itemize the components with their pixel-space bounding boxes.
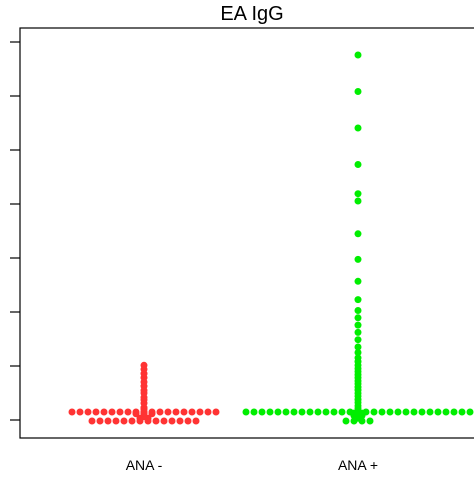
dot-baseline-0-9 [140,408,148,416]
dot-baseline-2-12 [338,408,346,416]
dot-baseline-3-0 [342,417,350,425]
dot-baseline-3-1 [350,417,358,425]
dot-baseline-0-2 [84,408,92,416]
dot-baseline-0-0 [68,408,76,416]
dot-baseline-2-0 [242,408,250,416]
dot-baseline-1-5 [128,417,136,425]
dot-ana-pos-28-0 [354,296,362,304]
dot-baseline-0-10 [148,408,156,416]
dot-baseline-2-7 [298,408,306,416]
dot-baseline-3-3 [366,417,374,425]
dot-baseline-2-6 [290,408,298,416]
dot-ana-pos-21-0 [354,349,362,356]
dot-baseline-2-27 [458,408,466,416]
dot-baseline-2-23 [426,408,434,416]
dot-baseline-2-28 [466,408,474,416]
dot-baseline-0-6 [116,408,124,416]
dot-baseline-2-2 [258,408,266,416]
dot-baseline-2-10 [322,408,330,416]
dot-baseline-1-6 [136,417,144,425]
dot-baseline-1-10 [168,417,176,425]
dot-baseline-0-14 [180,408,188,416]
dot-baseline-1-9 [160,417,168,425]
dot-baseline-2-9 [314,408,322,416]
dot-baseline-1-8 [152,417,160,425]
dot-ana-pos-23-0 [354,336,362,344]
dot-baseline-2-3 [266,408,274,416]
data-points [68,51,474,425]
dot-baseline-2-22 [418,408,426,416]
dot-baseline-1-0 [88,417,96,425]
dot-ana-pos-37-0 [354,51,362,59]
dot-ana-pos-20-0 [354,354,362,362]
dot-baseline-0-17 [204,408,212,416]
dot-baseline-1-11 [176,417,184,425]
dot-baseline-1-3 [112,417,120,425]
dot-baseline-2-5 [282,408,290,416]
dot-baseline-2-20 [402,408,410,416]
dot-baseline-0-11 [156,408,164,416]
dot-baseline-0-15 [188,408,196,416]
category-label-ana-positive: ANA + [338,457,378,473]
chart-title: EA IgG [220,3,283,25]
dot-baseline-1-1 [96,417,104,425]
dot-ana-pos-34-0 [354,161,362,168]
dot-baseline-1-7 [144,417,152,425]
dot-baseline-2-21 [410,408,418,416]
dot-baseline-1-2 [104,417,112,425]
dot-baseline-0-18 [212,408,220,416]
dot-baseline-0-8 [132,408,140,416]
dot-baseline-0-7 [124,408,132,416]
y-axis-ticks [10,41,20,421]
dot-baseline-2-24 [434,408,442,416]
dot-baseline-1-13 [192,417,200,425]
dot-baseline-2-14 [354,408,362,416]
dot-ana-neg-17-0 [140,361,148,369]
dot-baseline-2-11 [330,408,338,416]
dot-baseline-0-16 [196,408,204,416]
dot-baseline-2-16 [370,408,378,416]
dot-ana-pos-33-0 [354,190,362,198]
dot-baseline-0-3 [92,408,100,416]
dot-baseline-2-17 [378,408,386,416]
dot-ana-pos-26-0 [354,314,362,322]
dot-ana-pos-36-0 [354,88,362,95]
plot-frame [19,27,474,439]
dot-baseline-2-25 [442,408,450,416]
dot-baseline-0-12 [164,408,172,416]
dot-ana-pos-24-0 [354,328,362,336]
dot-baseline-0-4 [100,408,108,416]
dot-baseline-1-4 [120,417,128,425]
dot-ana-pos-31-0 [354,230,362,238]
dot-baseline-2-8 [306,408,314,416]
dot-baseline-3-2 [358,417,366,425]
dot-ana-pos-35-0 [354,124,362,132]
dot-baseline-2-19 [394,408,402,416]
dot-ana-pos-30-0 [354,255,362,263]
dot-baseline-2-18 [386,408,394,416]
dot-baseline-1-12 [184,417,192,425]
dot-ana-pos-32-0 [354,197,362,205]
dot-baseline-2-1 [250,408,258,416]
dot-baseline-0-5 [108,408,116,416]
category-label-ana-negative: ANA - [126,457,163,473]
dot-baseline-2-26 [450,408,458,416]
dot-baseline-0-13 [172,408,180,416]
dot-ana-pos-27-0 [354,307,362,314]
dot-baseline-0-1 [76,408,84,416]
dot-baseline-2-13 [346,408,354,416]
dot-ana-pos-29-0 [354,277,362,285]
dot-baseline-2-15 [362,408,370,416]
dot-baseline-2-4 [274,408,282,416]
dot-ana-pos-22-0 [354,343,362,351]
dot-ana-pos-25-0 [354,321,362,329]
